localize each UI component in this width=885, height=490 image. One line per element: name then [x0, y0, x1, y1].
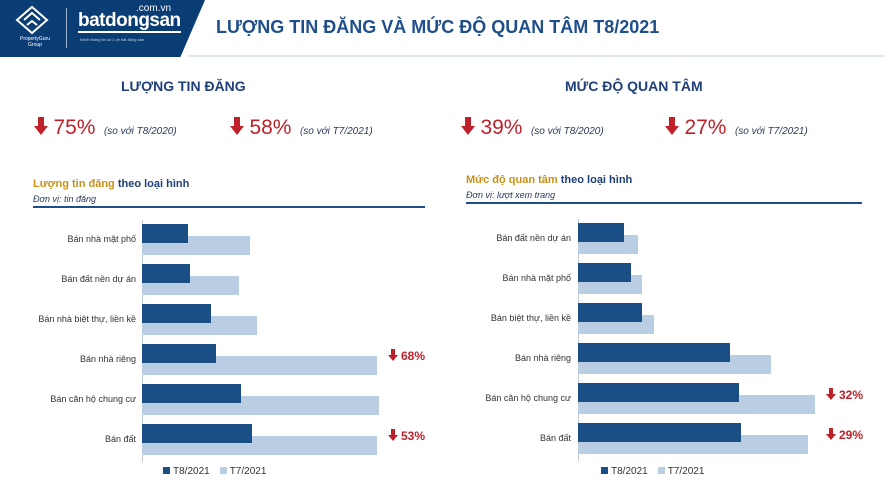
brand1-line2: Group [28, 42, 42, 48]
brand2-name: batdongsan [78, 10, 181, 33]
header-rule [188, 55, 885, 57]
bar-T8/2021 [578, 423, 741, 442]
right-stat-yoy: 39% (so với T8/2020) [460, 116, 604, 140]
left-stat-mom: 58% (so với T7/2021) [229, 116, 373, 140]
category-label: Bán biệt thự, liền kề [490, 313, 571, 323]
right-stat-yoy-value: 39% [480, 116, 523, 139]
bar-T8/2021 [142, 304, 211, 323]
down-arrow-icon [388, 429, 398, 441]
category-label: Bán nhà riêng [79, 354, 136, 364]
bar-T8/2021 [142, 344, 216, 363]
right-chart-title-b: theo loại hình [560, 174, 633, 186]
legend-item: T7/2021 [657, 466, 705, 477]
right-stat-mom-value: 27% [684, 116, 727, 139]
change-callout-value: 32% [839, 388, 864, 402]
category-label: Bán nhà mặt phố [502, 273, 571, 283]
category-label: Bán nhà biệt thự, liền kề [38, 314, 136, 324]
bar-T8/2021 [578, 263, 631, 282]
category-label: Bán nhà mặt phố [67, 234, 136, 244]
chart-legend: T8/2021 T7/2021 [163, 466, 276, 477]
legend-item: T8/2021 [601, 466, 648, 477]
left-chart-unit: Đơn vị: tin đăng [33, 194, 96, 204]
left-chart-rule [33, 206, 425, 208]
propertyguru-logo-icon [15, 5, 49, 35]
category-label: Bán căn hộ chung cư [485, 393, 571, 403]
down-arrow-icon [461, 117, 475, 135]
category-label: Bán đất [539, 433, 571, 443]
right-chart-title-a: Mức độ quan tâm [466, 174, 558, 186]
change-callout-value: 68% [401, 349, 426, 363]
bar-T8/2021 [578, 303, 642, 322]
change-callout: 68% [388, 349, 425, 363]
chart-legend: T8/2021 T7/2021 [601, 466, 714, 477]
left-chart-title-a: Lượng tin đăng [33, 178, 115, 190]
right-chart-title: Mức độ quan tâm theo loại hình [466, 174, 632, 186]
legend-item: T8/2021 [163, 466, 210, 477]
legend-label: T8/2021 [611, 466, 648, 477]
bar-T8/2021 [142, 224, 188, 243]
down-arrow-icon [388, 349, 398, 361]
page-title: LƯỢNG TIN ĐĂNG VÀ MỨC ĐỘ QUAN TÂM T8/202… [216, 17, 660, 37]
brand2-tagline: Kênh thông tin số 1 về bất động sản [80, 37, 145, 42]
legend-swatch [657, 467, 665, 474]
down-arrow-icon [826, 428, 836, 440]
category-label: Bán căn hộ chung cư [50, 394, 136, 404]
propertyguru-wordmark: PropertyGuru Group [12, 36, 58, 48]
category-label: Bán đất [104, 434, 136, 444]
category-label: Bán đất nền dự án [496, 233, 571, 243]
right-stat-yoy-compare: (so với T8/2020) [530, 126, 604, 137]
legend-label: T8/2021 [173, 466, 210, 477]
logo-divider [66, 8, 67, 48]
left-chart-title: Lượng tin đăng theo loại hình [33, 178, 189, 190]
right-stat-mom: 27% (so với T7/2021) [664, 116, 808, 140]
bar-T8/2021 [578, 223, 624, 242]
legend-swatch [219, 467, 227, 474]
legend-swatch [163, 467, 170, 474]
down-arrow-icon [826, 388, 836, 400]
right-section-title: MỨC ĐỘ QUAN TÂM [565, 78, 703, 94]
bar-T8/2021 [578, 343, 730, 362]
bar-T8/2021 [142, 384, 241, 403]
left-stat-yoy: 75% (so với T8/2020) [33, 116, 177, 140]
category-axis [142, 220, 143, 462]
category-axis [578, 219, 579, 461]
bar-T8/2021 [578, 383, 739, 402]
bar-T8/2021 [142, 424, 252, 443]
legend-label: T7/2021 [229, 466, 267, 477]
legend-item: T7/2021 [219, 466, 267, 477]
change-callout: 53% [388, 429, 425, 443]
logo-block: PropertyGuru Group .com.vn batdongsan Kê… [0, 0, 205, 57]
legend-swatch [601, 467, 608, 474]
brand1-line1: PropertyGuru [19, 36, 50, 42]
change-callout-value: 53% [401, 429, 426, 443]
bar-T8/2021 [142, 264, 190, 283]
legend-label: T7/2021 [667, 466, 705, 477]
left-chart-title-b: theo loại hình [117, 178, 190, 190]
left-stat-yoy-value: 75% [53, 116, 96, 139]
right-stat-mom-compare: (so với T7/2021) [734, 126, 808, 137]
category-label: Bán đất nền dự án [61, 274, 136, 284]
brand2-suffix: .com.vn [136, 3, 172, 14]
left-stat-mom-value: 58% [249, 116, 292, 139]
category-label: Bán nhà riêng [514, 353, 571, 363]
left-stat-mom-compare: (so với T7/2021) [299, 126, 373, 137]
change-callout: 32% [826, 388, 863, 402]
change-callout: 29% [826, 428, 863, 442]
right-chart-rule [466, 202, 862, 204]
header: PropertyGuru Group .com.vn batdongsan Kê… [0, 0, 885, 57]
down-arrow-icon [230, 117, 244, 135]
down-arrow-icon [665, 117, 679, 135]
left-stat-yoy-compare: (so với T8/2020) [103, 126, 177, 137]
down-arrow-icon [34, 117, 48, 135]
right-chart-unit: Đơn vị: lượt xem trang [466, 190, 556, 200]
left-section-title: LƯỢNG TIN ĐĂNG [121, 78, 246, 94]
change-callout-value: 29% [839, 428, 864, 442]
